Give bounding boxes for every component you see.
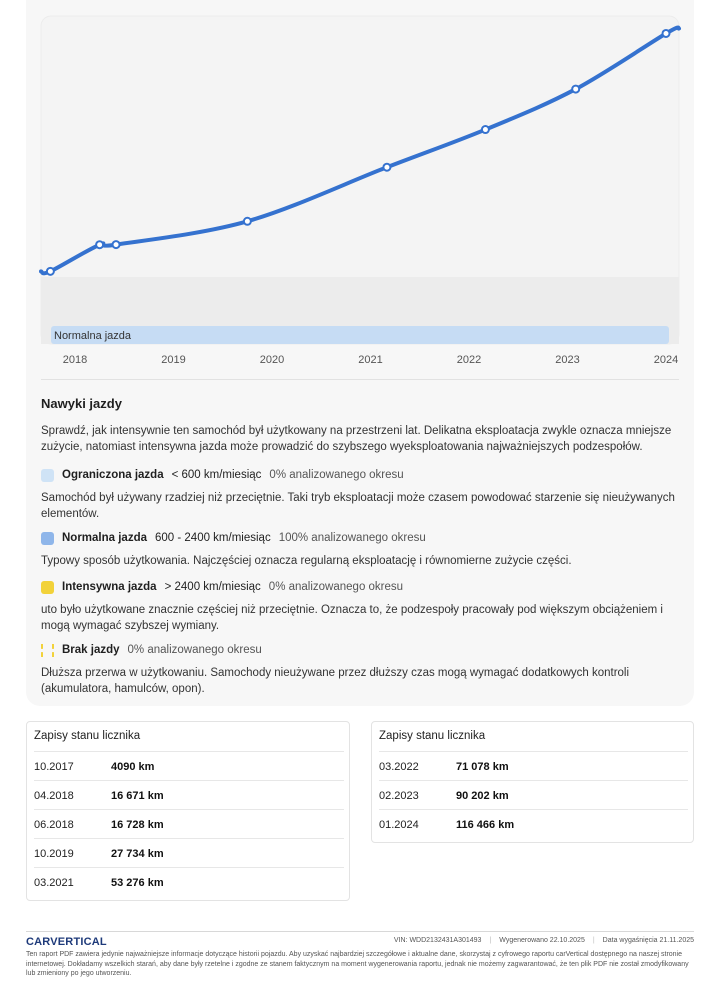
table-row: 10.2019 27 734 km — [34, 838, 344, 867]
habit-name: Normalna jazda — [62, 532, 147, 544]
data-point — [95, 240, 105, 250]
data-point — [480, 125, 490, 135]
odometer-date: 03.2022 — [379, 761, 419, 773]
odometer-km: 53 276 km — [111, 877, 164, 889]
table-row: 06.2018 16 728 km — [34, 809, 344, 838]
odometer-card-left: Zapisy stanu licznika 10.2017 4090 km 04… — [26, 721, 350, 901]
table-row: 03.2021 53 276 km — [34, 867, 344, 896]
x-tick-label: 2024 — [654, 354, 678, 366]
generated-date: Wygenerowano 22.10.2025 — [499, 937, 585, 944]
habit-name: Ograniczona jazda — [62, 469, 164, 481]
x-tick-label: 2019 — [161, 354, 185, 366]
x-tick-label: 2018 — [63, 354, 87, 366]
x-tick-label: 2022 — [457, 354, 481, 366]
habit-description: Dłuższa przerwa w użytkowaniu. Samochody… — [41, 667, 630, 695]
habit-range: > 2400 km/miesiąc — [164, 581, 261, 593]
habits-title: Nawyki jazdy — [41, 396, 122, 411]
section-divider — [41, 379, 679, 380]
table-row: 10.2017 4090 km — [34, 751, 344, 780]
meta-separator: | — [592, 937, 595, 944]
data-point — [661, 28, 671, 38]
data-point — [45, 266, 55, 276]
table-row: 04.2018 16 671 km — [34, 780, 344, 809]
data-point — [111, 240, 121, 250]
data-point — [571, 84, 581, 94]
odometer-km: 16 728 km — [111, 819, 164, 831]
odometer-date: 02.2023 — [379, 790, 419, 802]
data-point — [242, 216, 252, 226]
habit-description: Samochód był używany rzadziej niż przeci… — [41, 492, 675, 520]
expiry-date: Data wygaśnięcia 21.11.2025 — [602, 937, 694, 944]
mileage-line — [39, 25, 681, 276]
habit-description: Typowy sposób użytkowania. Najczęściej o… — [41, 555, 572, 567]
table-row: 03.2022 71 078 km — [379, 751, 688, 780]
normal-driving-band — [51, 326, 669, 344]
odometer-date: 01.2024 — [379, 819, 419, 831]
habit-percent: 100% analizowanego okresu — [278, 532, 426, 544]
odometer-date: 06.2018 — [34, 819, 74, 831]
intensive-swatch — [41, 580, 54, 594]
habits-intro: Sprawdź, jak intensywnie ten samochód by… — [41, 425, 672, 453]
habit-range: 600 - 2400 km/miesiąc — [155, 532, 271, 544]
habit-no-driving: Brak jazdy 0% analizowanego okresu Dłużs… — [41, 641, 681, 697]
habit-percent: 0% analizowanego okresu — [268, 581, 404, 593]
mileage-chart: Normalna jazda 2018 2019 2020 2021 2022 2023 2… — [0, 0, 720, 380]
habit-name: Intensywna jazda — [62, 581, 157, 593]
habit-range: < 600 km/miesiąc — [171, 469, 262, 481]
vin-label: VIN: WDD2132431A301493 — [393, 937, 482, 944]
meta-separator: | — [489, 937, 492, 944]
disclaimer: Ten raport PDF zawiera jedynie najważnie… — [26, 951, 689, 977]
data-point — [382, 162, 392, 172]
odometer-km: 71 078 km — [456, 761, 509, 773]
carvertical-logo: CARVERTICAL — [26, 936, 107, 948]
odometer-km: 27 734 km — [111, 848, 164, 860]
odometer-title: Zapisy stanu licznika — [34, 730, 141, 742]
odometer-title: Zapisy stanu licznika — [379, 730, 486, 742]
habit-name: Brak jazdy — [62, 644, 120, 656]
habit-description: uto było użytkowane znacznie częściej ni… — [41, 604, 663, 632]
table-row: 02.2023 90 202 km — [379, 780, 688, 809]
odometer-date: 04.2018 — [34, 790, 74, 802]
odometer-km: 16 671 km — [111, 790, 164, 802]
normal-swatch — [41, 531, 54, 545]
odometer-date: 10.2019 — [34, 848, 74, 860]
odometer-date: 10.2017 — [34, 761, 74, 773]
x-tick-label: 2023 — [555, 354, 579, 366]
x-tick-label: 2020 — [260, 354, 284, 366]
odometer-km: 116 466 km — [456, 819, 515, 831]
habit-intensive: Intensywna jazda > 2400 km/miesiąc 0% an… — [41, 578, 681, 634]
band-label: Normalna jazda — [54, 330, 132, 342]
habit-percent: 0% analizowanego okresu — [127, 644, 262, 656]
habit-normal: Normalna jazda 600 - 2400 km/miesiąc 100… — [41, 529, 681, 570]
odometer-date: 03.2021 — [34, 877, 74, 889]
odometer-km: 90 202 km — [456, 790, 509, 802]
mileage-chart-svg: Normalna jazda 2018 2019 2020 2021 2022 2023 2… — [39, 15, 681, 366]
report-meta: VIN: WDD2132431A301493 | Wygenerowano 22… — [386, 937, 694, 944]
footer-divider — [26, 931, 694, 932]
x-tick-label: 2021 — [358, 354, 382, 366]
no-driving-swatch — [41, 643, 54, 657]
limited-swatch — [41, 468, 54, 482]
odometer-card-right: Zapisy stanu licznika 03.2022 71 078 km … — [371, 721, 694, 843]
odometer-km: 4090 km — [111, 761, 155, 773]
habit-percent: 0% analizowanego okresu — [269, 469, 404, 481]
habit-limited: Ograniczona jazda < 600 km/miesiąc 0% an… — [41, 466, 681, 522]
table-row: 01.2024 116 466 km — [379, 809, 688, 838]
